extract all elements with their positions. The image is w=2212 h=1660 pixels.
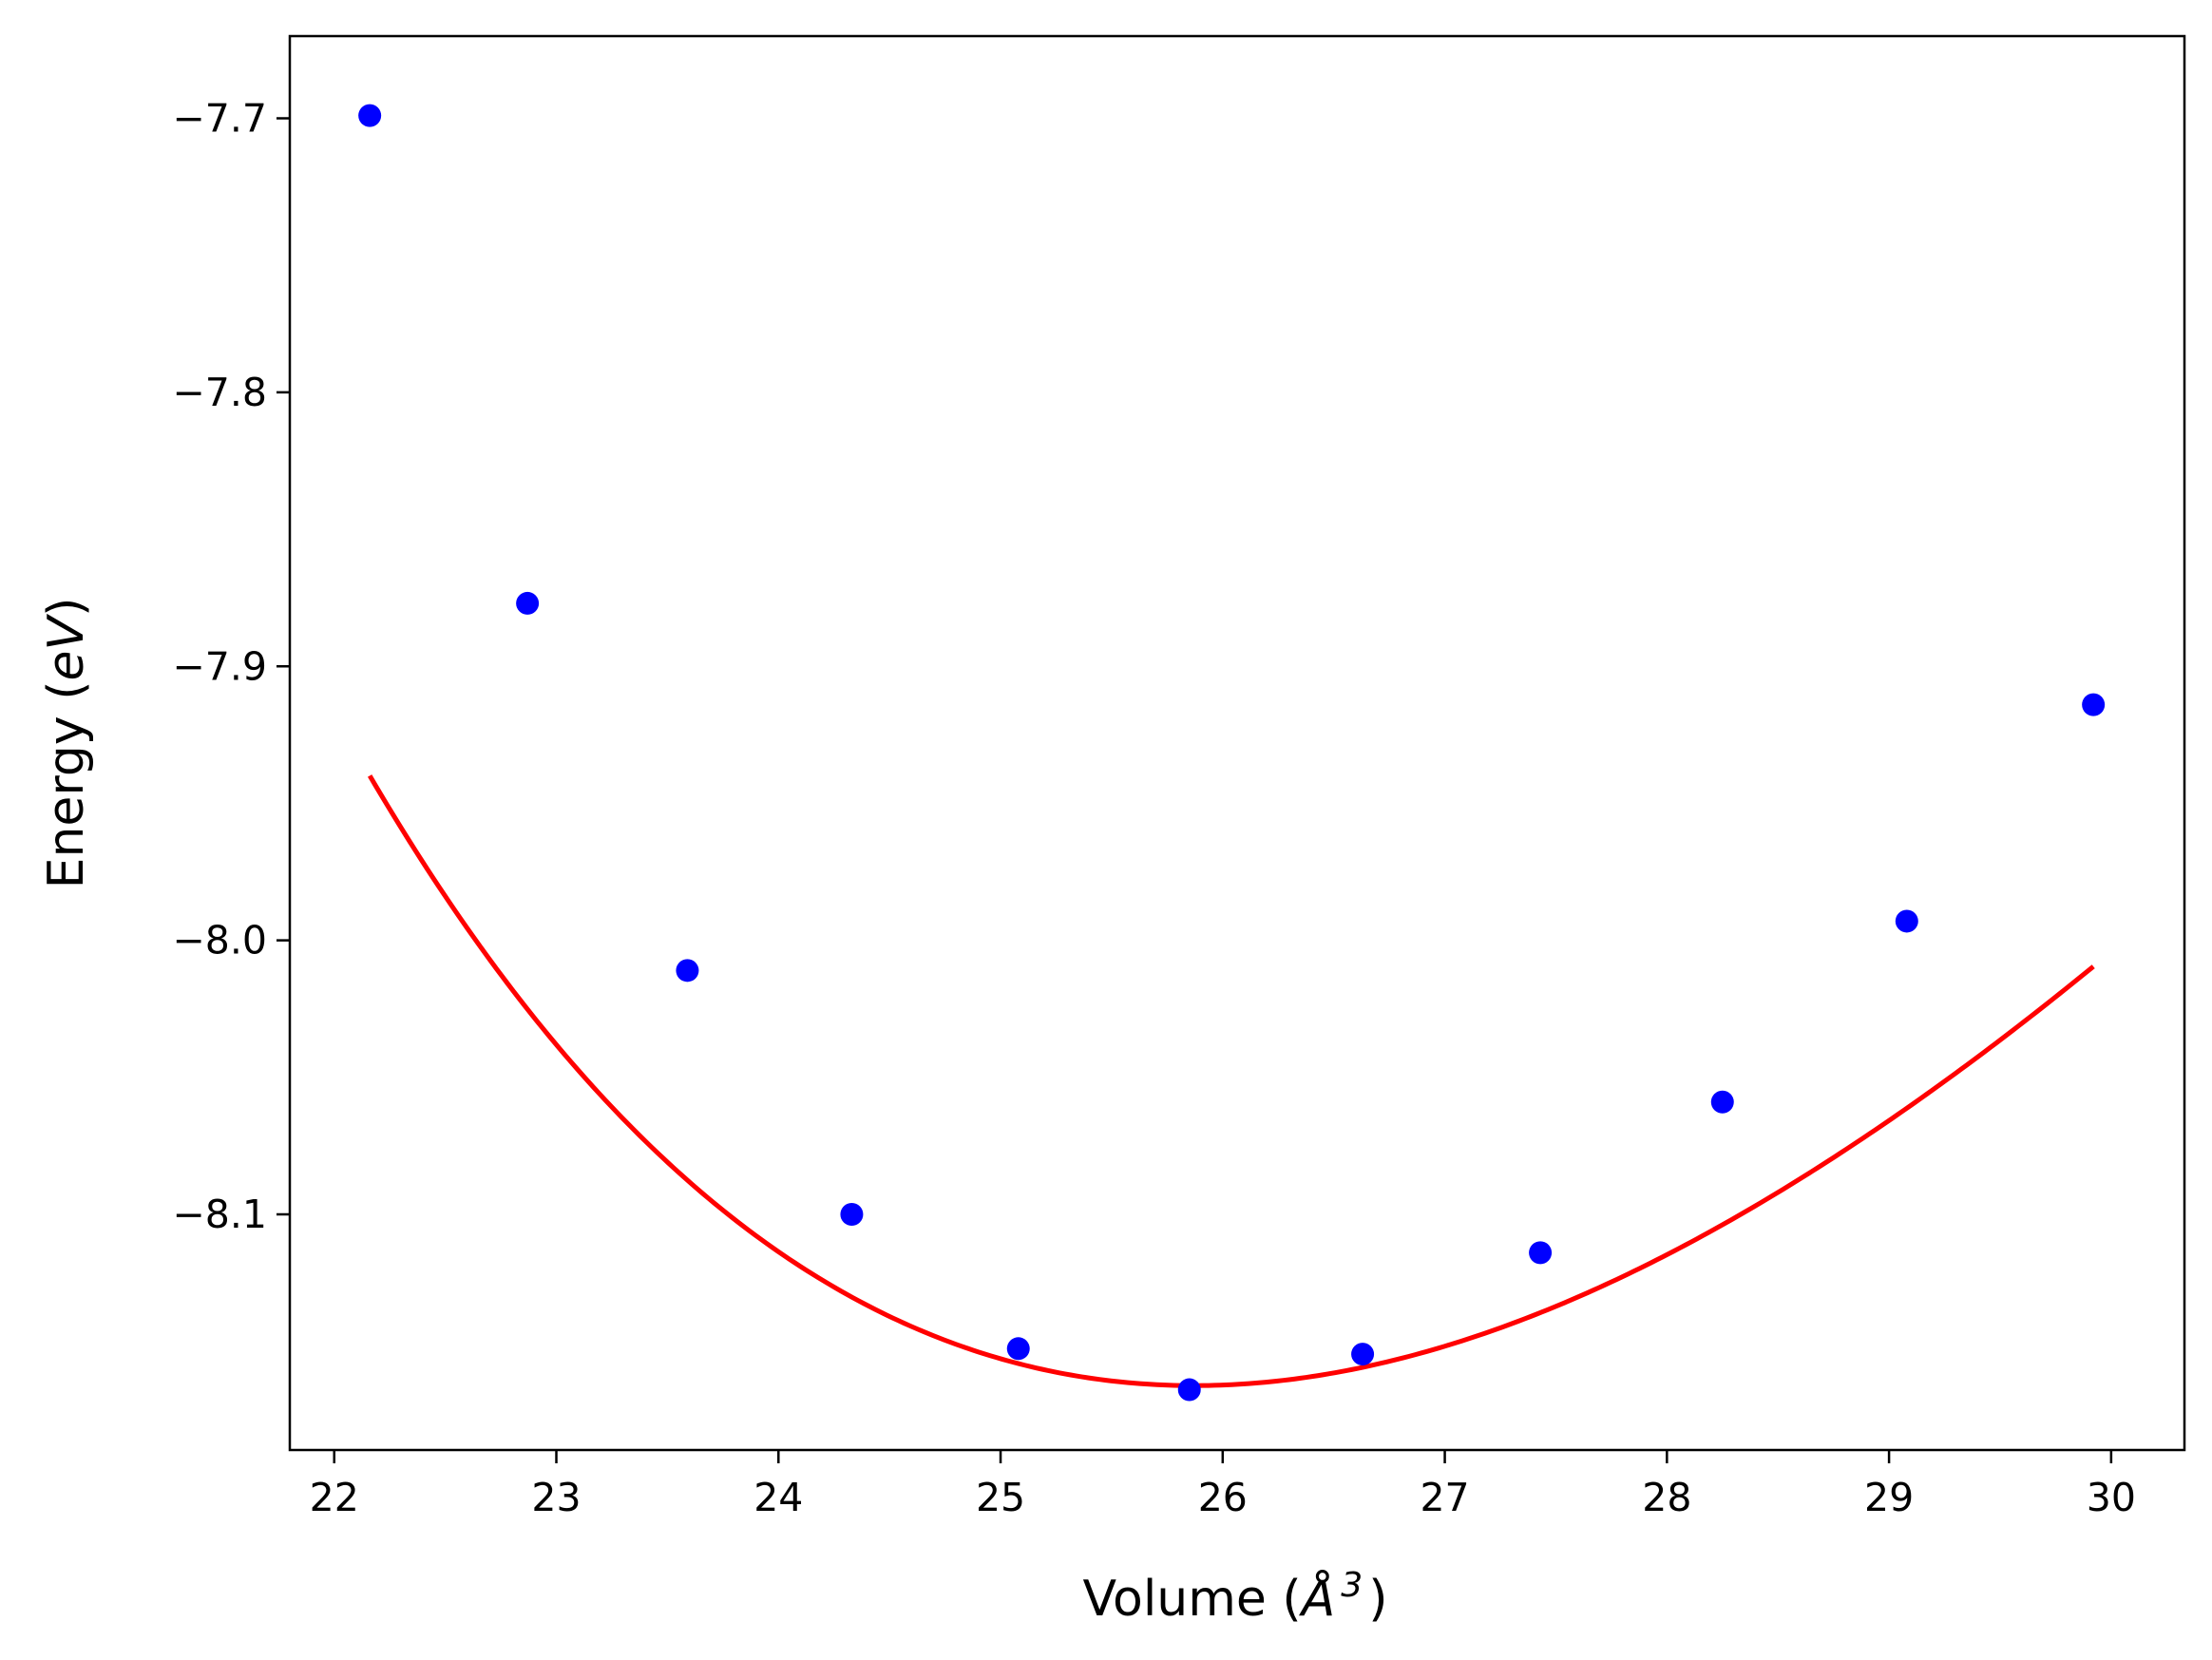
data-point [1006,1337,1030,1361]
data-point [516,591,540,615]
y-tick-label: −8.1 [172,1192,267,1237]
x-tick-label: 30 [2087,1475,2136,1520]
x-tick-label: 23 [531,1475,581,1520]
plot-frame [288,34,2186,1452]
data-point [1351,1343,1375,1366]
y-tick-label: −7.8 [172,370,267,415]
plot-area [358,104,2106,1402]
data-point [1895,909,1918,933]
x-axis: 22 23 24 25 26 27 28 29 30 [310,1450,2136,1520]
x-tick-label: 22 [310,1475,359,1520]
data-point [1529,1241,1553,1265]
y-tick-label: −7.7 [172,96,267,142]
x-axis-label: Volume (Å 3) [1083,1566,1388,1628]
data-point [840,1203,864,1226]
x-tick-label: 28 [1642,1475,1691,1520]
x-tick-label: 26 [1198,1475,1248,1520]
y-tick-label: −8.0 [172,918,267,964]
y-tick-label: −7.9 [172,643,267,689]
y-axis-label: Energy (eV) [38,598,95,889]
data-point [1177,1378,1201,1402]
data-point [2082,693,2106,716]
x-tick-label: 24 [753,1475,803,1520]
data-point [676,959,699,983]
y-axis: −7.7 −7.8 −7.9 −8.0 −8.1 [172,96,290,1237]
x-tick-label: 25 [976,1475,1025,1520]
data-point [358,104,382,127]
fit-curve-line [367,774,2095,1388]
x-tick-label: 27 [1420,1475,1469,1520]
x-tick-label: 29 [1864,1475,1914,1520]
data-point [1710,1090,1734,1114]
